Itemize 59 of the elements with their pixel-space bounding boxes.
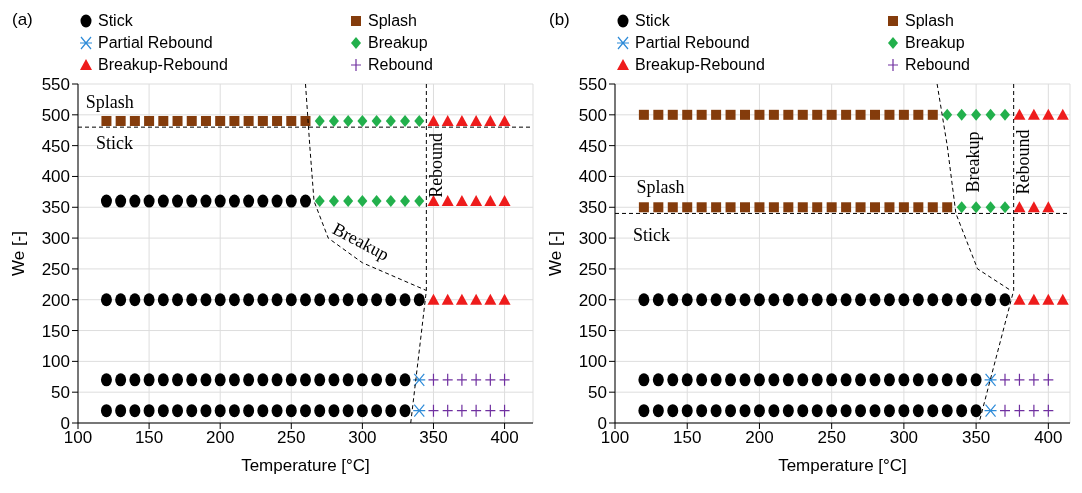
annotation: Stick (632, 224, 670, 245)
y-tick-label: 250 (41, 259, 70, 279)
y-tick-label: 300 (41, 229, 70, 249)
y-tick-label: 150 (578, 321, 607, 341)
y-tick-label: 50 (588, 383, 607, 403)
legend-label: Splash (368, 12, 417, 30)
y-tick-label: 200 (41, 290, 70, 310)
x-tick-label: 300 (348, 428, 377, 448)
x-tick-label: 150 (673, 428, 702, 448)
legend-label: Rebound (905, 56, 970, 74)
y-tick-label: 150 (41, 321, 70, 341)
y-tick-label: 400 (41, 167, 70, 187)
x-tick-label: 400 (490, 428, 519, 448)
y-tick-label: 100 (41, 352, 70, 372)
x-tick-label: 350 (961, 428, 991, 448)
y-tick-label: 500 (41, 105, 70, 125)
x-tick-label: 250 (277, 428, 306, 448)
x-tick-label: 400 (1034, 428, 1063, 448)
y-tick-label: 350 (578, 198, 607, 218)
annotation: Rebound (1012, 129, 1033, 195)
y-tick-label: 550 (41, 75, 70, 95)
x-tick-label: 200 (745, 428, 774, 448)
x-tick-label: 150 (134, 428, 164, 448)
y-tick-label: 50 (51, 383, 70, 403)
legend-label: Breakup (905, 34, 965, 52)
y-tick-label: 400 (578, 167, 607, 187)
legend-label: Stick (635, 12, 670, 30)
y-axis-title: We [-] (9, 230, 29, 277)
annotation: Splash (85, 92, 134, 113)
y-tick-label: 200 (578, 290, 607, 310)
legend-label: Breakup-Rebound (98, 56, 228, 74)
x-axis-title: Temperature [°C] (778, 456, 907, 475)
annotation: Rebound (425, 132, 446, 198)
legend-label: Splash (905, 12, 954, 30)
x-tick-label: 300 (889, 428, 919, 448)
y-tick-label: 350 (41, 198, 70, 218)
annotation: Splash (636, 177, 685, 198)
legend-label: Rebound (368, 56, 433, 74)
chart-title: (a) (12, 10, 33, 30)
legend-label: Breakup (368, 34, 428, 52)
y-tick-label: 450 (41, 136, 70, 156)
legend-label: Breakup-Rebound (635, 56, 765, 74)
y-tick-label: 100 (578, 352, 607, 372)
annotation: Stick (95, 133, 133, 154)
legend-label: Partial Rebound (635, 34, 750, 52)
y-tick-label: 250 (578, 259, 607, 279)
y-tick-label: 450 (578, 136, 607, 156)
x-tick-label: 200 (206, 428, 235, 448)
y-axis-title: We [-] (546, 230, 566, 277)
y-tick-label: 300 (578, 229, 607, 249)
y-tick-label: 500 (578, 105, 607, 125)
y-tick-label: 550 (578, 75, 607, 95)
x-axis-title: Temperature [°C] (241, 456, 370, 475)
annotation: Breakup (962, 131, 983, 193)
x-tick-label: 350 (419, 428, 448, 448)
legend-label: Partial Rebound (98, 34, 213, 52)
chart-title: (b) (549, 10, 570, 30)
legend-label: Stick (98, 12, 133, 30)
x-tick-label: 250 (817, 428, 846, 448)
